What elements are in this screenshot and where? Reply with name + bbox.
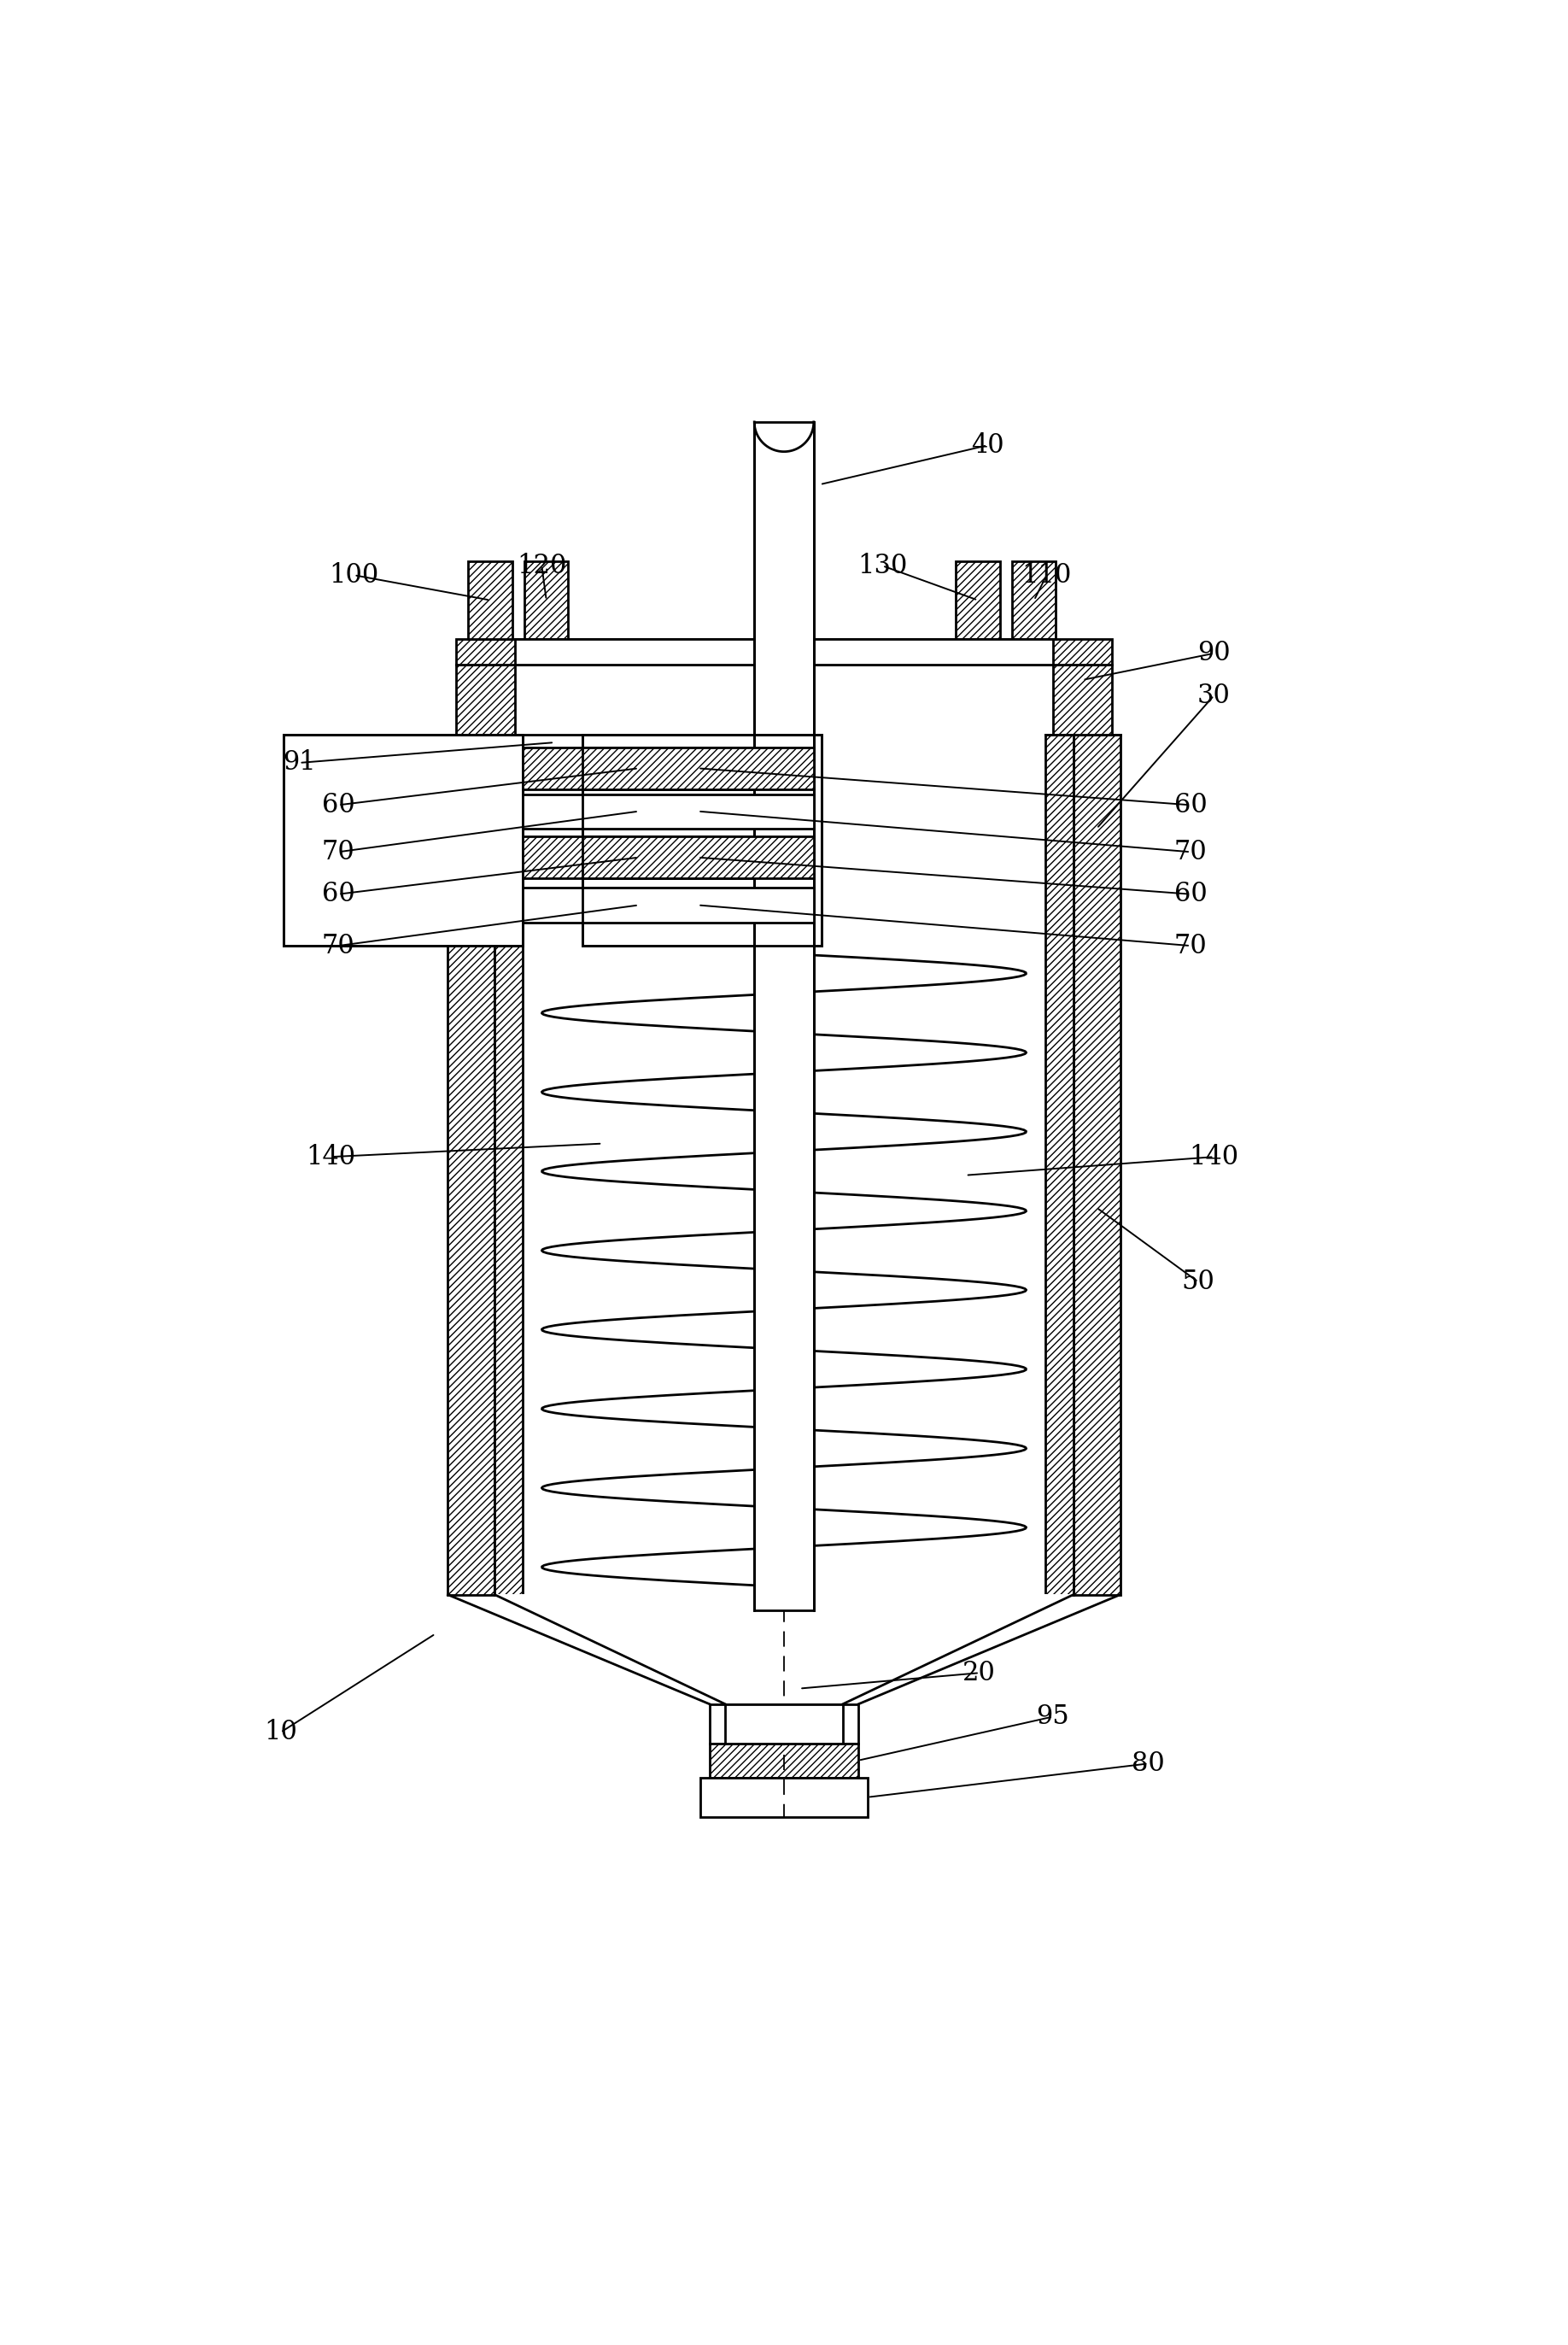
Text: 30: 30	[1198, 682, 1231, 708]
Bar	[582, 837, 814, 879]
Bar	[726, 1705, 842, 1742]
Text: 60: 60	[321, 882, 354, 908]
Text: 70: 70	[1174, 840, 1207, 865]
Text: 90: 90	[1198, 640, 1231, 666]
Text: 70: 70	[1174, 933, 1207, 959]
Text: 70: 70	[321, 840, 354, 865]
Text: 130: 130	[858, 553, 908, 579]
Text: 40: 40	[971, 431, 1004, 460]
Bar	[754, 422, 814, 1611]
Bar	[469, 560, 513, 640]
Bar	[582, 889, 814, 922]
Bar	[456, 664, 516, 734]
Bar	[524, 748, 754, 790]
Bar	[495, 734, 524, 1595]
Text: 60: 60	[321, 793, 354, 818]
Text: 120: 120	[517, 553, 566, 579]
Text: 10: 10	[263, 1719, 298, 1745]
Text: 80: 80	[1132, 1749, 1165, 1778]
Bar	[1044, 734, 1073, 1595]
Bar	[710, 1742, 858, 1778]
Text: 60: 60	[1174, 793, 1207, 818]
Bar	[524, 837, 754, 879]
Bar	[1013, 560, 1055, 640]
Text: 91: 91	[282, 750, 315, 776]
Bar	[525, 560, 568, 640]
Text: 140: 140	[1189, 1144, 1239, 1170]
Bar	[1052, 664, 1112, 734]
Text: 60: 60	[1174, 882, 1207, 908]
Bar	[516, 640, 1052, 664]
Bar	[701, 1778, 867, 1817]
Text: 100: 100	[329, 563, 379, 589]
Bar	[524, 889, 754, 922]
Text: 110: 110	[1022, 563, 1071, 589]
Bar	[710, 1705, 858, 1742]
Text: 70: 70	[321, 933, 354, 959]
Text: 140: 140	[306, 1144, 356, 1170]
Text: 95: 95	[1036, 1702, 1069, 1731]
Bar	[582, 734, 822, 945]
Bar	[456, 640, 1112, 664]
Text: 20: 20	[963, 1660, 996, 1686]
Bar	[1073, 734, 1120, 1595]
Polygon shape	[495, 1595, 1073, 1705]
Bar	[582, 748, 814, 790]
Bar	[284, 734, 524, 945]
Bar	[582, 795, 814, 828]
Bar	[524, 795, 754, 828]
Bar	[448, 734, 495, 1595]
Bar	[956, 560, 1000, 640]
Text: 50: 50	[1182, 1269, 1215, 1294]
